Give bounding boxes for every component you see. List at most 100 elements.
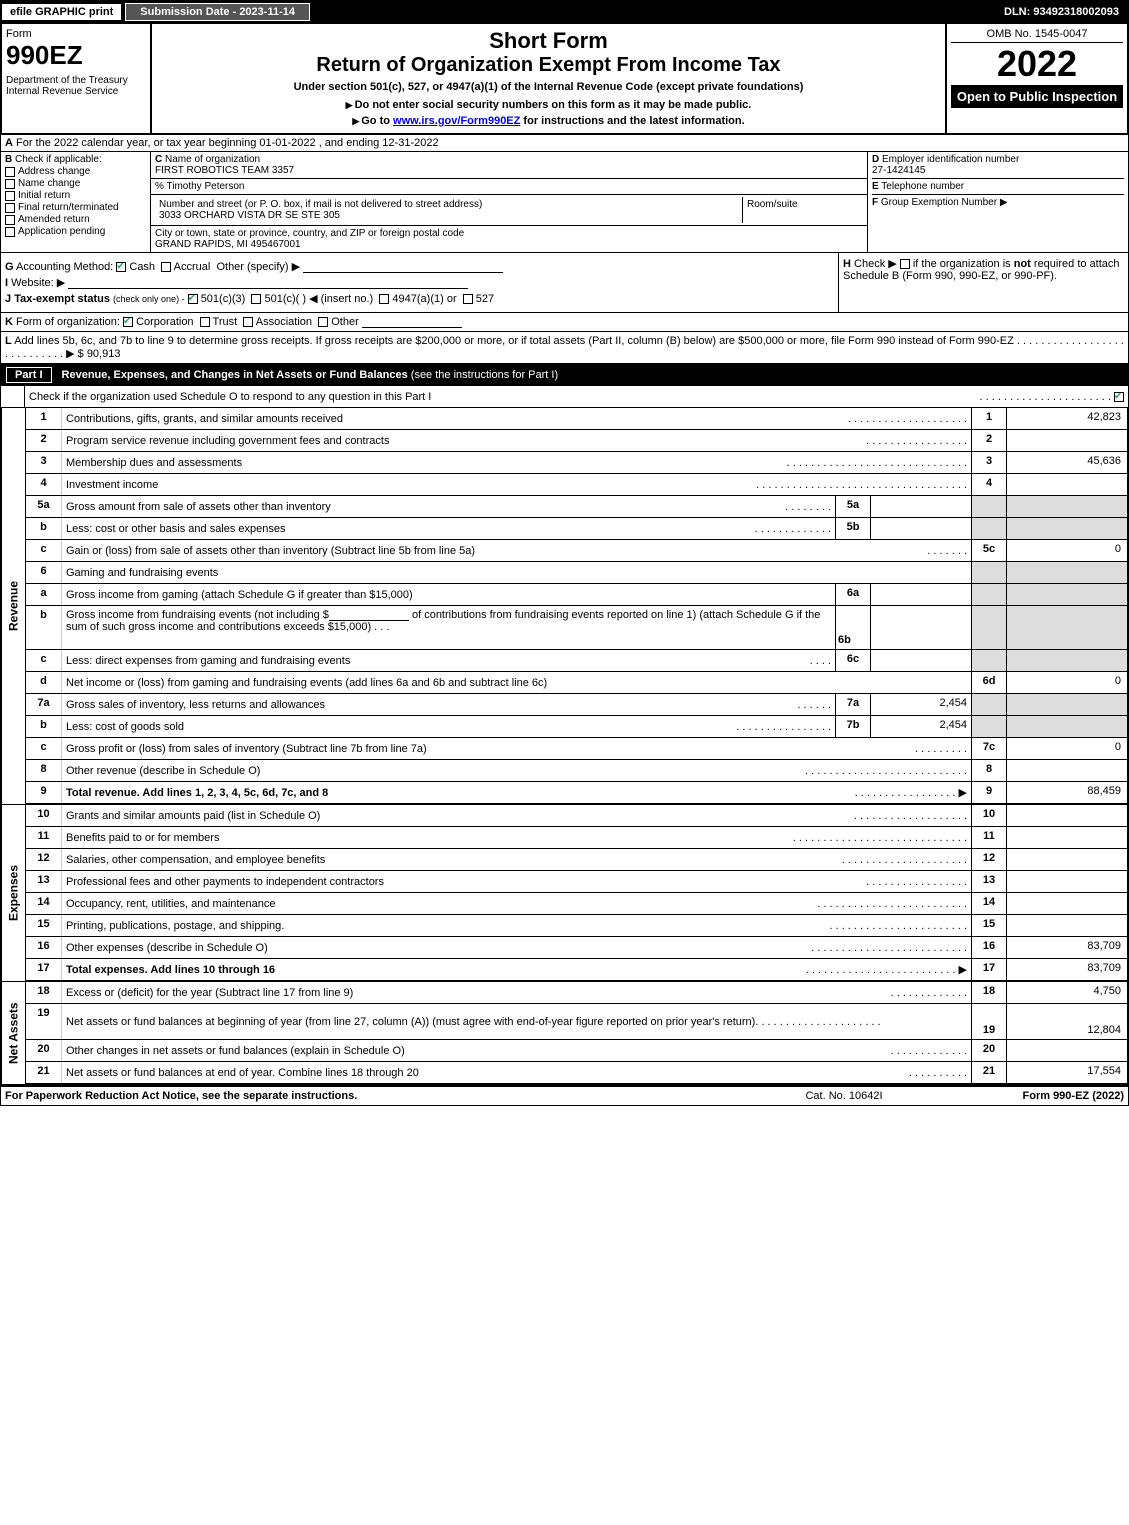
line-7a-value: 2,454 xyxy=(871,694,971,715)
line-j-tax-exempt: J Tax-exempt status (check only one) ‑ 5… xyxy=(5,292,834,305)
part-i-badge: Part I xyxy=(6,367,52,383)
page-footer: For Paperwork Reduction Act Notice, see … xyxy=(0,1085,1129,1106)
ein-value: 27-1424145 xyxy=(872,165,925,176)
line-g-accounting: G Accounting Method: Cash Accrual Other … xyxy=(5,260,834,273)
block-ghij: G Accounting Method: Cash Accrual Other … xyxy=(0,253,1129,313)
line-7b: bLess: cost of goods sold . . . . . . . … xyxy=(25,716,1128,738)
cb-501c3[interactable] xyxy=(188,294,198,304)
cb-amended-return[interactable]: Amended return xyxy=(5,214,146,225)
part-i-header: Part I Revenue, Expenses, and Changes in… xyxy=(0,364,1129,386)
street-address: 3033 ORCHARD VISTA DR SE STE 305 xyxy=(159,210,340,221)
cb-name-change[interactable]: Name change xyxy=(5,178,146,189)
line-15: 15Printing, publications, postage, and s… xyxy=(25,915,1128,937)
line-5a-value xyxy=(871,496,971,517)
line-5c: cGain or (loss) from sale of assets othe… xyxy=(25,540,1128,562)
line-8-value xyxy=(1007,760,1127,781)
cb-initial-return[interactable]: Initial return xyxy=(5,190,146,201)
omb-number: OMB No. 1545-0047 xyxy=(951,28,1123,43)
net-assets-side-label: Net Assets xyxy=(1,982,25,1084)
net-assets-section: Net Assets 18Excess or (deficit) for the… xyxy=(0,981,1129,1085)
line-20-value xyxy=(1007,1040,1127,1061)
header-right: OMB No. 1545-0047 2022 Open to Public In… xyxy=(947,24,1127,133)
line-2-value xyxy=(1007,430,1127,451)
cb-schedule-b-not-required[interactable] xyxy=(900,259,910,269)
cb-association[interactable] xyxy=(243,317,253,327)
line-6b-value xyxy=(871,606,971,649)
irs-link[interactable]: www.irs.gov/Form990EZ xyxy=(393,115,520,127)
cat-number: Cat. No. 10642I xyxy=(744,1090,944,1102)
top-bar: efile GRAPHIC print Submission Date - 20… xyxy=(0,0,1129,24)
cb-schedule-o-used[interactable] xyxy=(1114,392,1124,402)
gross-receipts-amount: $ 90,913 xyxy=(78,348,121,360)
city-state-zip: GRAND RAPIDS, MI 495467001 xyxy=(155,239,301,250)
care-of: % Timothy Peterson xyxy=(151,179,867,195)
line-6b: bGross income from fundraising events (n… xyxy=(25,606,1128,650)
revenue-section: Revenue 1Contributions, gifts, grants, a… xyxy=(0,408,1129,804)
org-name: FIRST ROBOTICS TEAM 3357 xyxy=(155,165,294,176)
d-ein-label: Employer identification number xyxy=(882,154,1019,165)
expenses-section: Expenses 10Grants and similar amounts pa… xyxy=(0,804,1129,981)
line-13-value xyxy=(1007,871,1127,892)
f-arrow: ▶ xyxy=(1000,197,1008,208)
line-8: 8Other revenue (describe in Schedule O) … xyxy=(25,760,1128,782)
website-input[interactable] xyxy=(68,277,468,289)
cb-address-change[interactable]: Address change xyxy=(5,166,146,177)
section-def: D Employer identification number27-14241… xyxy=(868,152,1128,252)
line-15-value xyxy=(1007,915,1127,936)
cb-accrual[interactable] xyxy=(161,262,171,272)
other-org-input[interactable] xyxy=(362,316,462,328)
revenue-side-label: Revenue xyxy=(1,408,25,804)
cb-other-org[interactable] xyxy=(318,317,328,327)
line-i-website: I Website: ▶ xyxy=(5,276,834,289)
cb-cash[interactable] xyxy=(116,262,126,272)
line-16: 16Other expenses (describe in Schedule O… xyxy=(25,937,1128,959)
other-specify-input[interactable] xyxy=(303,261,503,273)
return-title: Return of Organization Exempt From Incom… xyxy=(156,54,941,77)
line-6c-value xyxy=(871,650,971,671)
line-5b-value xyxy=(871,518,971,539)
line-7b-value: 2,454 xyxy=(871,716,971,737)
line-6a-value xyxy=(871,584,971,605)
line-9: 9Total revenue. Add lines 1, 2, 3, 4, 5c… xyxy=(25,782,1128,804)
dln-number: DLN: 93492318002093 xyxy=(996,4,1127,20)
line-14-value xyxy=(1007,893,1127,914)
line-3-value: 45,636 xyxy=(1007,452,1127,473)
line-5b: bLess: cost or other basis and sales exp… xyxy=(25,518,1128,540)
header-left: Form 990EZ Department of the Treasury In… xyxy=(2,24,152,133)
expenses-side-label: Expenses xyxy=(1,805,25,981)
section-h: H Check ▶ if the organization is not req… xyxy=(838,253,1128,312)
goto-instructions: Go to www.irs.gov/Form990EZ for instruct… xyxy=(156,113,941,129)
efile-graphic-print[interactable]: efile GRAPHIC print xyxy=(2,4,121,20)
no-ssn-warning: Do not enter social security numbers on … xyxy=(156,97,941,113)
line-19-value: 12,804 xyxy=(1007,1004,1127,1039)
form-ref: Form 990-EZ (2022) xyxy=(944,1090,1124,1102)
cb-corporation[interactable] xyxy=(123,317,133,327)
line-6d-value: 0 xyxy=(1007,672,1127,693)
short-form-title: Short Form xyxy=(156,28,941,54)
room-suite-label: Room/suite xyxy=(743,197,863,223)
line-12: 12Salaries, other compensation, and empl… xyxy=(25,849,1128,871)
cb-trust[interactable] xyxy=(200,317,210,327)
line-6c: cLess: direct expenses from gaming and f… xyxy=(25,650,1128,672)
cb-4947a1[interactable] xyxy=(379,294,389,304)
cb-501c[interactable] xyxy=(251,294,261,304)
6b-contrib-input[interactable] xyxy=(329,609,409,621)
cb-final-return[interactable]: Final return/terminated xyxy=(5,202,146,213)
cb-application-pending[interactable]: Application pending xyxy=(5,226,146,237)
city-label: City or town, state or province, country… xyxy=(155,228,464,239)
line-2: 2Program service revenue including gover… xyxy=(25,430,1128,452)
line-7c-value: 0 xyxy=(1007,738,1127,759)
line-11: 11Benefits paid to or for members . . . … xyxy=(25,827,1128,849)
paperwork-notice: For Paperwork Reduction Act Notice, see … xyxy=(5,1090,744,1102)
line-18: 18Excess or (deficit) for the year (Subt… xyxy=(25,982,1128,1004)
b-label: Check if applicable: xyxy=(15,154,102,165)
line-7a: 7aGross sales of inventory, less returns… xyxy=(25,694,1128,716)
section-b-checkboxes: B Check if applicable: Address change Na… xyxy=(1,152,151,252)
part-i-check-row: Check if the organization used Schedule … xyxy=(0,386,1129,408)
line-7c: cGross profit or (loss) from sales of in… xyxy=(25,738,1128,760)
line-6a: aGross income from gaming (attach Schedu… xyxy=(25,584,1128,606)
cb-527[interactable] xyxy=(463,294,473,304)
line-1-value: 42,823 xyxy=(1007,408,1127,429)
line-5c-value: 0 xyxy=(1007,540,1127,561)
street-label: Number and street (or P. O. box, if mail… xyxy=(159,199,482,210)
